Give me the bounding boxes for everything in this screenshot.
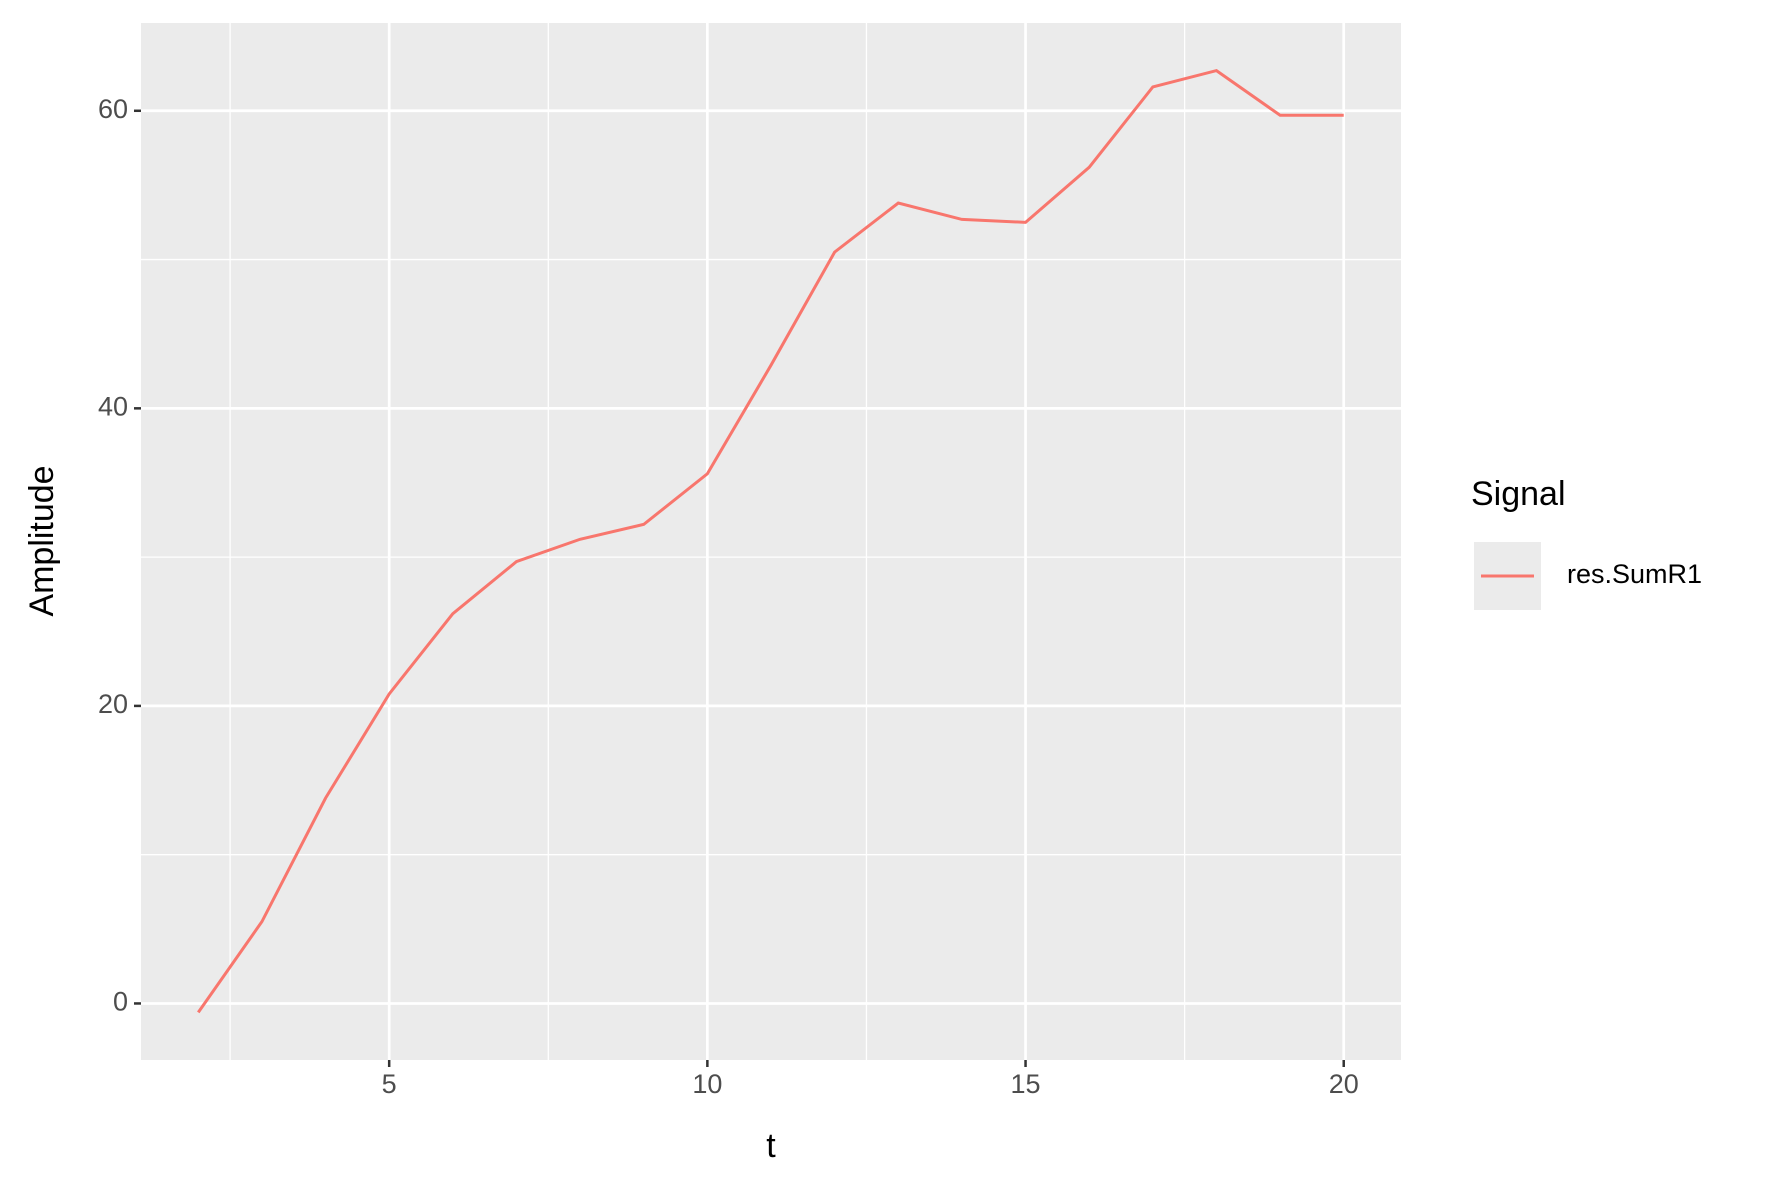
x-tick-label: 20 <box>1329 1069 1359 1099</box>
x-tick-label: 10 <box>692 1069 722 1099</box>
y-tick-label: 20 <box>98 689 128 719</box>
x-tick-label: 15 <box>1011 1069 1041 1099</box>
x-tick-label: 5 <box>382 1069 397 1099</box>
y-tick-label: 0 <box>113 987 128 1017</box>
legend-title: Signal <box>1471 475 1566 513</box>
legend-label: res.SumR1 <box>1567 559 1702 589</box>
x-axis-title: t <box>766 1127 776 1165</box>
y-tick-label: 40 <box>98 391 128 421</box>
y-axis-title: Amplitude <box>23 465 61 616</box>
y-tick-label: 60 <box>98 94 128 124</box>
line <box>197 68 1344 1014</box>
panel <box>141 23 1401 1060</box>
